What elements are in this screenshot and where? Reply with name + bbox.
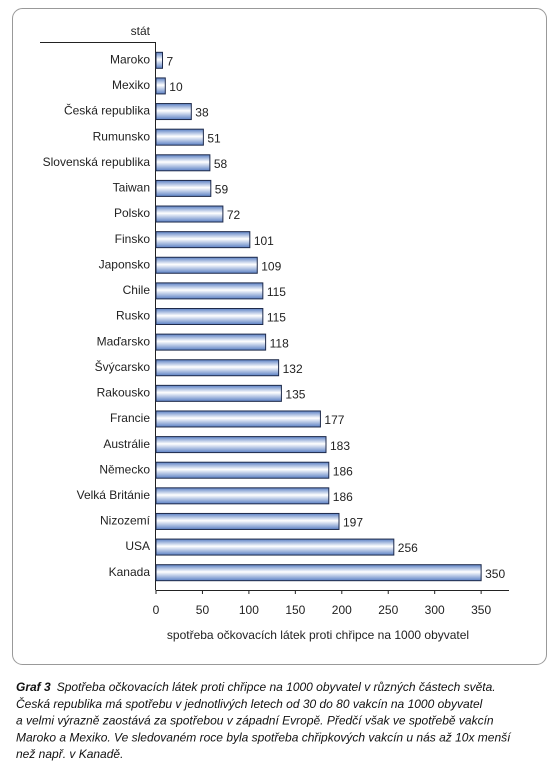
value-label: 101 (254, 234, 274, 248)
x-tick-label: 0 (153, 603, 160, 617)
y-tick-label: Taiwan (113, 181, 150, 195)
bar (155, 359, 280, 377)
caption-text: Spotřeba očkovacích látek proti chřipce … (57, 680, 496, 694)
value-label: 197 (343, 516, 363, 530)
x-tick-label: 250 (378, 603, 398, 617)
bar (155, 308, 264, 325)
value-label: 135 (285, 388, 305, 402)
y-tick-label: Finsko (115, 232, 151, 246)
bar (155, 564, 482, 582)
caption-line: Graf 3 Spotřeba očkovacích látek proti ch… (16, 680, 496, 694)
y-tick-label: Švýcarsko (95, 359, 151, 374)
y-tick-label: Maroko (110, 52, 150, 66)
x-axis-title: spotřeba očkovacích látek proti chřipce … (167, 628, 469, 642)
bar (155, 461, 330, 479)
bar (155, 77, 166, 95)
x-tick-label: 200 (332, 603, 352, 617)
y-tick-label: Slovenská republika (43, 155, 151, 169)
caption-line: Česká republika má spotřebu v jednotlivý… (16, 696, 483, 711)
y-tick-label: Japonsko (99, 257, 151, 271)
bar (155, 436, 327, 454)
bar (155, 538, 395, 556)
bar (155, 487, 330, 505)
value-label: 38 (195, 106, 209, 120)
bar (155, 231, 251, 249)
caption-line: než např. v Kanadě. (16, 747, 123, 761)
value-label: 177 (324, 413, 344, 427)
value-label: 109 (261, 259, 281, 273)
value-label: 115 (267, 311, 286, 325)
caption-line: Maroko a Mexiko. Ve sledovaném roce byla… (16, 730, 512, 744)
bar (155, 384, 282, 402)
bar (155, 205, 224, 223)
y-tick-label: USA (125, 539, 150, 553)
bar (155, 512, 340, 530)
x-tick-label: 150 (285, 603, 305, 617)
bar (155, 51, 164, 69)
bar (155, 256, 258, 274)
y-tick-label: Austrálie (103, 437, 150, 451)
value-label: 58 (214, 157, 228, 171)
value-label: 186 (333, 464, 353, 478)
value-label: 10 (169, 80, 183, 94)
y-tick-label: Polsko (114, 206, 150, 220)
y-tick-label: Velká Británie (77, 488, 151, 502)
value-label: 118 (270, 336, 289, 350)
y-tick-label: Rusko (116, 309, 150, 323)
y-tick-label: Mexiko (112, 78, 150, 92)
y-tick-label: Maďarsko (97, 334, 151, 348)
x-tick-label: 100 (239, 603, 259, 617)
x-tick-label: 50 (196, 603, 210, 617)
value-label: 350 (485, 567, 505, 581)
caption-line: a velmi výrazně zaostává za spotřebou v … (16, 714, 494, 728)
value-label: 7 (167, 54, 174, 68)
value-label: 183 (330, 439, 350, 453)
caption-label: Graf 3 (16, 680, 51, 694)
y-tick-label: Rakousko (97, 386, 151, 400)
bar (155, 282, 264, 300)
value-label: 115 (267, 285, 286, 299)
y-axis-title: stát (131, 24, 151, 38)
x-tick-label: 300 (425, 603, 445, 617)
value-label: 72 (227, 208, 241, 222)
bar (155, 154, 211, 172)
x-tick-label: 350 (471, 603, 491, 617)
y-tick-label: Kanada (109, 565, 151, 579)
value-label: 132 (283, 362, 303, 376)
bar (155, 410, 321, 428)
y-tick-label: Rumunsko (93, 129, 151, 143)
y-tick-label: Nizozemí (100, 514, 151, 528)
value-label: 51 (207, 131, 221, 145)
y-tick-label: Německo (99, 462, 150, 476)
y-tick-label: Česká republika (64, 103, 150, 118)
value-label: 59 (215, 183, 229, 197)
bar (155, 179, 212, 197)
value-label: 256 (398, 541, 418, 555)
frame (12, 8, 547, 665)
bar (155, 128, 204, 146)
bar (155, 103, 192, 121)
y-tick-label: Chile (123, 283, 151, 297)
y-tick-label: Francie (110, 411, 150, 425)
value-label: 186 (333, 490, 353, 504)
bar (155, 333, 267, 351)
